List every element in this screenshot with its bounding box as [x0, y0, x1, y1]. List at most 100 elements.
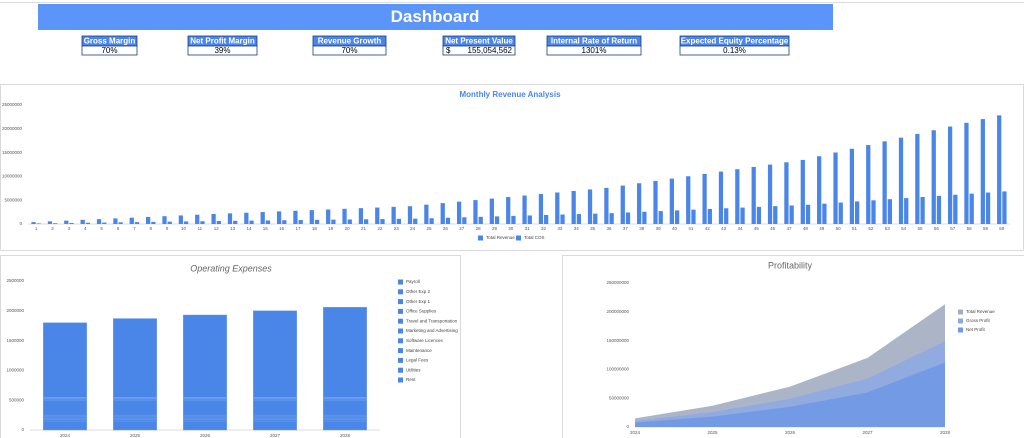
- bar: [620, 185, 625, 224]
- legend-swatch: [958, 318, 963, 324]
- x-tick-label: 43: [721, 226, 727, 231]
- kpi-label: Internal Rate of Return: [551, 37, 637, 46]
- x-tick-label: 39: [656, 226, 662, 231]
- x-tick-label: 5: [100, 226, 103, 231]
- kpi-value: 70%: [101, 46, 117, 55]
- bar: [494, 216, 500, 224]
- bar-segment: [323, 414, 367, 418]
- bar: [200, 221, 205, 224]
- y-tick-label: 1500000: [6, 338, 24, 343]
- bar: [85, 222, 91, 224]
- x-tick-label: 16: [279, 226, 285, 231]
- bar: [882, 141, 887, 224]
- bar-segment: [113, 420, 157, 431]
- x-tick-label: 29: [492, 226, 498, 231]
- bar: [555, 192, 560, 224]
- bar-segment: [43, 414, 87, 418]
- bar: [691, 209, 696, 224]
- bar: [162, 216, 167, 224]
- bar: [931, 130, 936, 224]
- kpi-value-box: [679, 45, 790, 56]
- x-tick-label: 32: [541, 226, 547, 231]
- bar: [298, 220, 303, 224]
- y-tick-label: 150000000: [606, 338, 629, 343]
- bar-segment: [113, 318, 157, 398]
- y-tick-label: 0: [626, 424, 629, 429]
- bar: [751, 166, 756, 224]
- bar: [576, 214, 582, 224]
- kpi-label: Gross Margin: [84, 37, 136, 46]
- bar: [625, 212, 631, 224]
- x-tick-label: 7: [133, 226, 136, 231]
- bar: [260, 212, 265, 224]
- bar: [216, 221, 221, 224]
- legend-swatch: [398, 377, 403, 383]
- bar-segment: [323, 419, 367, 422]
- bar: [800, 159, 805, 224]
- bar: [767, 164, 773, 224]
- x-tick-label: 24: [410, 226, 416, 231]
- bar: [276, 211, 282, 224]
- kpi-currency: $: [446, 46, 451, 55]
- x-tick-label: 19: [328, 226, 334, 231]
- x-tick-label: 18: [312, 226, 318, 231]
- bar: [817, 156, 822, 224]
- bar: [849, 148, 855, 224]
- bar-segment: [113, 414, 157, 418]
- x-tick-label: 57: [950, 226, 956, 231]
- bar: [282, 220, 287, 224]
- y-tick-label: 15000000: [2, 150, 23, 155]
- legend-swatch: [398, 338, 403, 344]
- bar: [407, 206, 413, 224]
- bar: [249, 220, 254, 224]
- legend-label: Payroll: [406, 279, 420, 284]
- bar: [674, 210, 680, 224]
- x-tick-label: 42: [705, 226, 711, 231]
- kpi-value: 39%: [214, 46, 230, 55]
- bar: [183, 221, 189, 224]
- bar: [756, 206, 762, 224]
- x-tick-label: 1: [35, 226, 38, 231]
- bar: [871, 200, 876, 224]
- bar: [456, 201, 462, 224]
- y-tick-label: 25000000: [2, 102, 23, 107]
- x-tick-label: 37: [623, 226, 629, 231]
- legend-label: Total Revenue: [966, 309, 995, 314]
- bar: [440, 203, 445, 224]
- x-tick-label: 2: [51, 226, 54, 231]
- x-tick-label: 33: [557, 226, 563, 231]
- bar: [429, 218, 434, 224]
- y-tick-label: 10000000: [2, 174, 23, 179]
- bar: [789, 205, 794, 224]
- x-tick-label: 31: [525, 226, 531, 231]
- x-tick-label: 14: [246, 226, 252, 231]
- bar: [805, 204, 811, 224]
- legend-label: Utilities: [406, 367, 421, 372]
- kpi-label: Revenue Growth: [318, 37, 382, 46]
- x-tick-label: 4: [84, 226, 87, 231]
- x-tick-label: 2024: [630, 430, 641, 435]
- x-tick-label: 40: [672, 226, 678, 231]
- legend-swatch: [516, 235, 521, 241]
- bar: [380, 219, 385, 224]
- x-tick-label: 22: [377, 226, 383, 231]
- x-tick-label: 21: [361, 226, 367, 231]
- legend-swatch: [398, 318, 403, 324]
- x-tick-label: 52: [868, 226, 874, 231]
- x-tick-label: 59: [983, 226, 989, 231]
- legend-label: Gross Profit: [966, 318, 991, 323]
- x-tick-label: 2024: [60, 433, 71, 438]
- x-tick-label: 27: [459, 226, 465, 231]
- bar: [707, 208, 712, 224]
- bar: [915, 133, 920, 224]
- chart-title: Profitability: [768, 260, 813, 270]
- bar: [151, 221, 156, 224]
- kpi-value: 1301%: [582, 46, 607, 55]
- legend-swatch: [398, 367, 403, 373]
- kpi-value-box: [442, 45, 516, 56]
- bar: [167, 221, 172, 224]
- bar: [244, 212, 249, 224]
- bar-segment: [43, 419, 87, 422]
- bar: [866, 145, 871, 224]
